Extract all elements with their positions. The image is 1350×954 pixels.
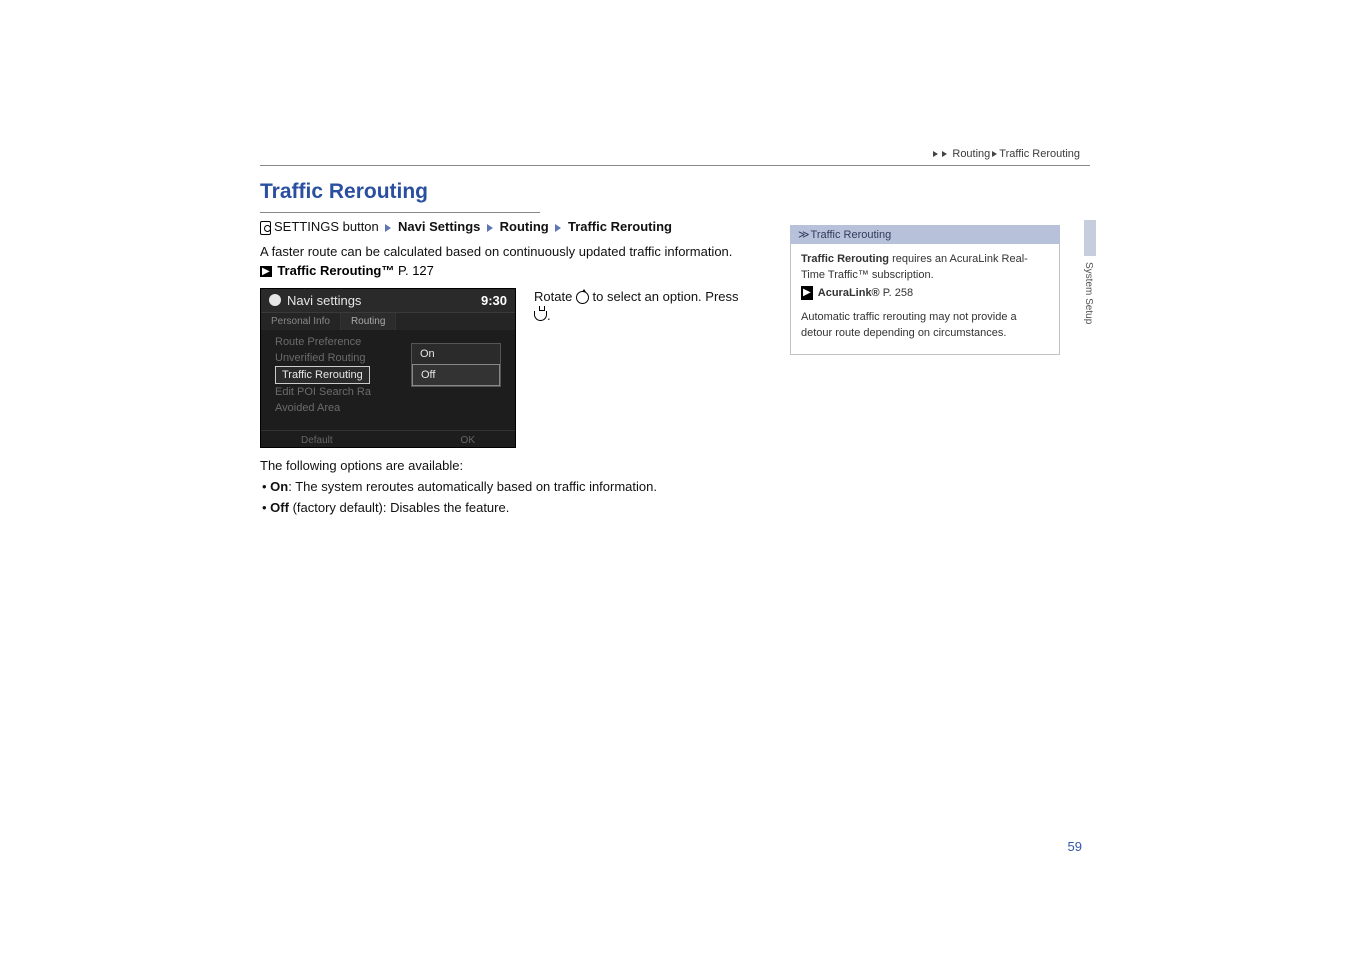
option-on-row: • On: The system reroutes automatically … xyxy=(262,479,1090,494)
navpath-p3: Traffic Rerouting xyxy=(568,219,672,234)
xref-page: P. 127 xyxy=(398,263,434,278)
option-on-name: On xyxy=(270,479,288,494)
options-label: The following options are available: xyxy=(260,458,1090,473)
device-screenshot: Navi settings 9:30 Personal Info Routing… xyxy=(260,288,516,448)
instruction-text: Rotate to select an option. Press . xyxy=(534,288,774,448)
xref-arrow-icon: ▶ xyxy=(260,266,272,277)
section-tab-label: System Setup xyxy=(1083,262,1094,324)
instr-mid: to select an option. Press xyxy=(589,289,739,304)
sidebar-note: ≫ Traffic Rerouting Traffic Rerouting req… xyxy=(790,225,1060,355)
menu-avoided-area[interactable]: Avoided Area xyxy=(275,400,505,416)
sidebar-header: ≫ Traffic Rerouting xyxy=(790,225,1060,244)
chevron-right-icon xyxy=(487,224,493,232)
sidebar-header-text: Traffic Rerouting xyxy=(811,229,892,241)
page-number: 59 xyxy=(1068,839,1082,854)
title-rule xyxy=(260,212,540,213)
xref-arrow-icon: ▶ xyxy=(801,286,813,301)
tab-personal-info[interactable]: Personal Info xyxy=(261,313,341,330)
navpath-button: SETTINGS button xyxy=(274,219,379,234)
section-title: Traffic Rerouting xyxy=(260,180,1090,204)
option-off-name: Off xyxy=(270,500,289,515)
chevron-double-icon: ≫ xyxy=(798,229,807,241)
sidebar-xref[interactable]: ▶ AcuraLink® P. 258 xyxy=(801,286,1049,302)
footer-default[interactable]: Default xyxy=(301,435,333,446)
navpath-p1: Navi Settings xyxy=(398,219,480,234)
screen-clock: 9:30 xyxy=(481,293,507,308)
footer-ok[interactable]: OK xyxy=(461,435,475,446)
option-off-row: • Off (factory default): Disables the fe… xyxy=(262,500,1090,515)
option-on[interactable]: On xyxy=(412,344,500,364)
section-tab-marker xyxy=(1084,220,1096,256)
screen-title: Navi settings xyxy=(287,293,361,308)
rotate-dial-icon xyxy=(576,291,589,304)
sidebar-xref-label: AcuraLink® xyxy=(818,287,880,299)
sidebar-xref-page: P. 258 xyxy=(883,287,913,299)
sidebar-p2: Automatic traffic rerouting may not prov… xyxy=(801,310,1049,342)
option-off-desc: (factory default): Disables the feature. xyxy=(289,500,509,515)
option-on-desc: : The system reroutes automatically base… xyxy=(288,479,657,494)
sidebar-p1a: Traffic Rerouting xyxy=(801,253,889,265)
option-off[interactable]: Off xyxy=(412,364,500,386)
submenu: On Off xyxy=(411,343,501,387)
xref-label: Traffic Rerouting™ xyxy=(277,263,394,278)
sidebar-p1: Traffic Rerouting requires an AcuraLink … xyxy=(801,252,1049,284)
menu-traffic-rerouting[interactable]: Traffic Rerouting xyxy=(275,366,370,384)
chevron-right-icon xyxy=(555,224,561,232)
navpath-p2: Routing xyxy=(500,219,549,234)
press-dial-icon xyxy=(534,311,547,321)
settings-button-icon xyxy=(260,221,271,235)
gear-icon xyxy=(269,294,281,306)
tab-routing[interactable]: Routing xyxy=(341,313,396,330)
instr-pre: Rotate xyxy=(534,289,576,304)
chevron-right-icon xyxy=(385,224,391,232)
instr-post: . xyxy=(547,308,551,323)
